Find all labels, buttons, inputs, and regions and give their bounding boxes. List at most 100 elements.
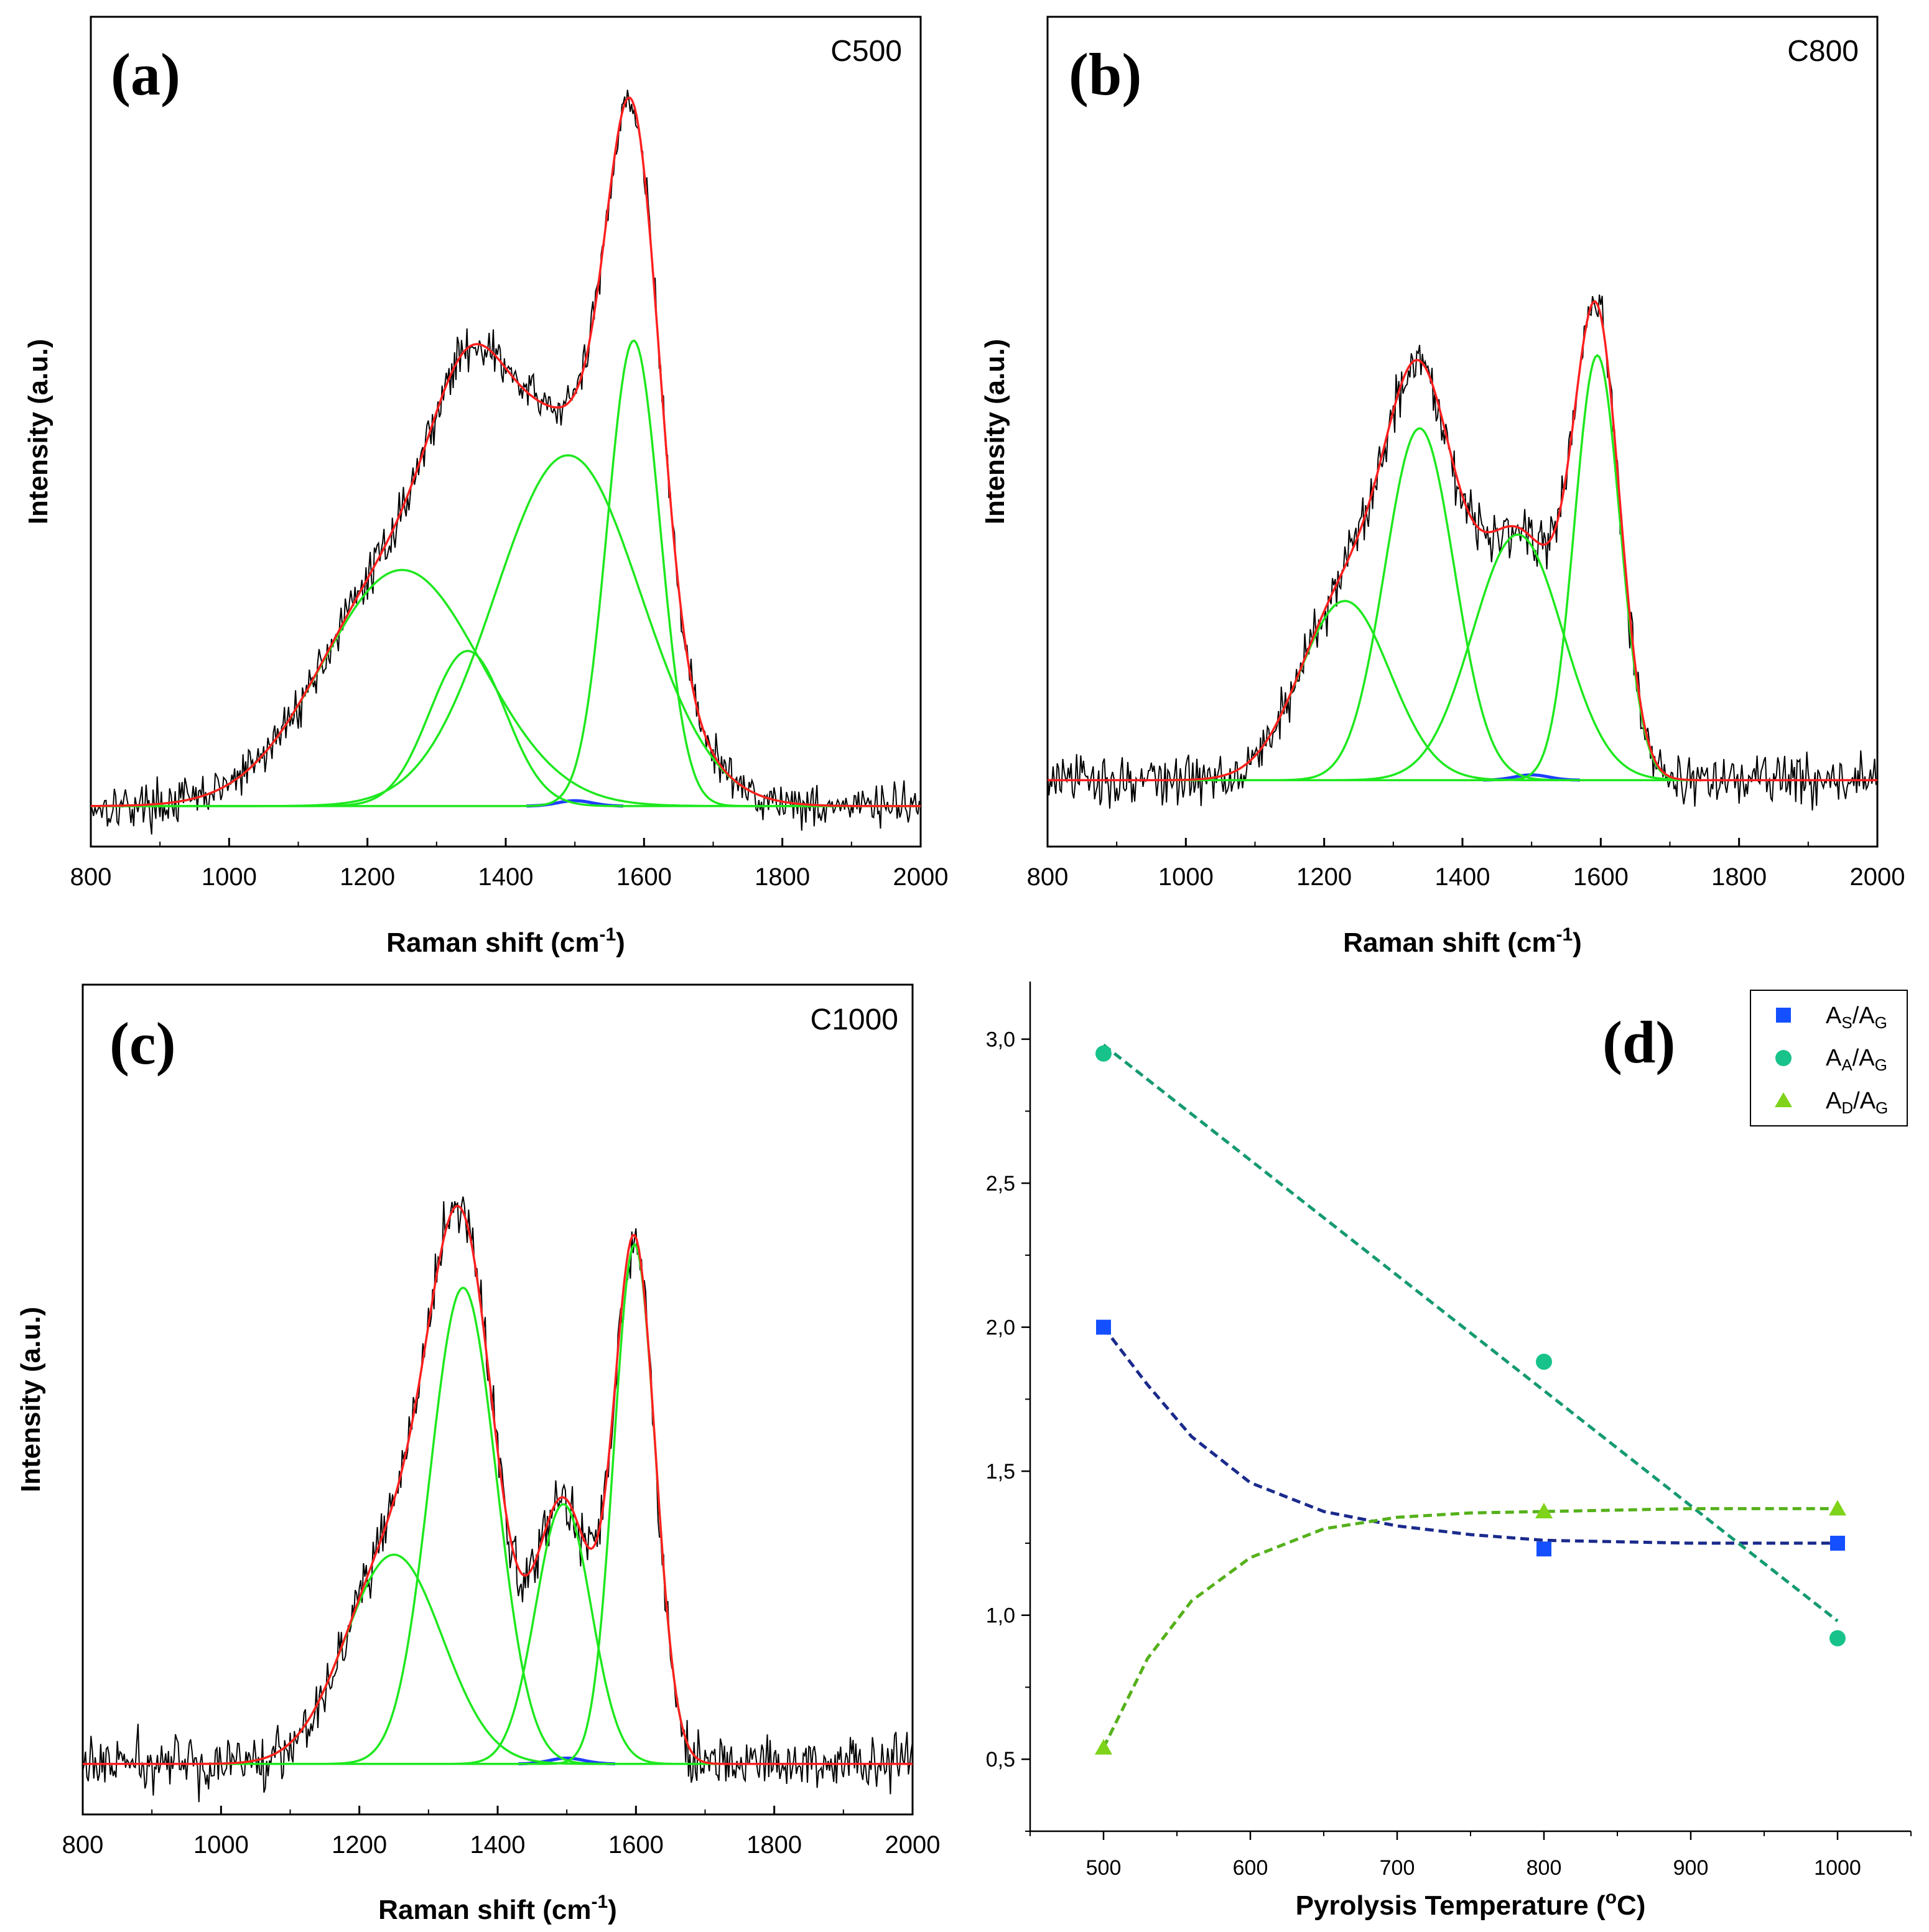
legend-text: A	[1826, 1045, 1842, 1071]
x-tick-label: 1000	[202, 863, 257, 891]
y-tick-label: 2,0	[986, 1316, 1015, 1340]
legend-label-ad-ag: AD/AG	[1826, 1088, 1888, 1117]
y-tick-label: 1,0	[986, 1604, 1015, 1628]
x-axis-title-end: )	[608, 1895, 617, 1925]
x-axis-title-main: Raman shift (cm	[378, 1895, 591, 1925]
raman-panel-a: 800 1000 1200 1400 1600 1800 2000 (a) C500 Ram…	[23, 16, 949, 958]
legend-text: /A	[1852, 1003, 1876, 1029]
x-tick-label: 1400	[1435, 863, 1490, 891]
x-tick-label: 1600	[1573, 863, 1629, 891]
legend-label-aa-ag: AA/AG	[1826, 1045, 1887, 1074]
sample-label: C1000	[811, 1003, 898, 1036]
x-tick-label: 800	[62, 1831, 104, 1859]
x-axis-title-sup: -1	[1556, 924, 1573, 945]
x-tick-label: 800	[1527, 1856, 1562, 1880]
x-axis-title-sup: -1	[591, 1892, 608, 1912]
x-tick-label: 500	[1086, 1856, 1122, 1880]
fit-component-3	[91, 454, 921, 807]
legend-marker-square	[1776, 1008, 1791, 1023]
legend-marker-circle	[1775, 1050, 1792, 1066]
legend-sub: G	[1876, 1098, 1888, 1117]
raman-panel-c: 800 1000 1200 1400 1600 1800 2000 (c) C1000 Ra…	[16, 983, 941, 1925]
panel-letter: (c)	[109, 1010, 176, 1077]
x-tick-label: 2000	[1850, 863, 1905, 891]
cumulative-fit	[1048, 300, 1877, 782]
legend-label-as-ag: AS/AG	[1826, 1003, 1887, 1032]
legend-sub: D	[1841, 1098, 1853, 1117]
point-circle	[1095, 1045, 1112, 1062]
point-triangle	[1095, 1739, 1112, 1755]
fit-component-4	[83, 1242, 913, 1765]
cumulative-fit	[83, 1204, 913, 1765]
x-tick-label: 1800	[755, 863, 810, 891]
trend-lines	[1102, 1043, 1839, 1749]
fit-component-1	[91, 569, 921, 807]
fit-component-3	[1048, 533, 1877, 782]
y-axis-title: Intensity (a.u.)	[23, 339, 53, 524]
x-tick-label: 1000	[1814, 1856, 1861, 1880]
y-tick-label: 2,5	[986, 1172, 1015, 1196]
spectrum-curves	[90, 90, 921, 835]
x-tick-label: 1000	[1158, 863, 1214, 891]
plot-frame	[1046, 16, 1879, 848]
sample-label: C500	[830, 35, 902, 68]
y-tick-label: 3,0	[986, 1028, 1015, 1052]
x-axis-ticks: 800 1000 1200 1400 1600 1800 2000	[1027, 838, 1905, 891]
legend-sub: G	[1875, 1013, 1887, 1032]
fit-component-2	[83, 1286, 913, 1765]
x-tick-label: 2000	[885, 1831, 941, 1859]
fit-component-3	[83, 1503, 913, 1765]
y-tick-label: 1,5	[986, 1460, 1015, 1484]
y-tick-label: 0,5	[986, 1748, 1015, 1772]
x-tick-label: 900	[1673, 1856, 1709, 1880]
trend-circle	[1102, 1043, 1839, 1622]
spectrum-curves	[1047, 294, 1878, 810]
legend-sub: A	[1841, 1056, 1852, 1074]
legend-sub: G	[1875, 1056, 1887, 1074]
panel-letter: (d)	[1602, 1009, 1675, 1075]
spectrum-curves	[82, 1196, 913, 1803]
trend-square	[1102, 1326, 1838, 1545]
point-circle	[1829, 1630, 1846, 1646]
x-axis-title-sup: -1	[599, 924, 616, 945]
legend-marker-triangle	[1775, 1092, 1792, 1107]
x-tick-label: 1600	[616, 863, 672, 891]
point-triangle	[1535, 1503, 1553, 1519]
x-tick-label: 800	[1027, 863, 1069, 891]
plot-frame	[81, 983, 914, 1816]
raman-panel-b: 800 1000 1200 1400 1600 1800 2000 (b) C800 Ram…	[980, 16, 1905, 958]
point-square	[1536, 1541, 1551, 1557]
y-axis-ticks: 0,5 1,0 1,5 2,0 2,5 3,0	[986, 1028, 1030, 1832]
cumulative-fit	[91, 96, 921, 807]
x-axis-title-end: )	[616, 927, 625, 958]
sample-label: C800	[1787, 35, 1859, 68]
legend-text: /A	[1853, 1088, 1876, 1114]
x-tick-label: 1000	[193, 1831, 249, 1859]
data-points	[1095, 1045, 1846, 1755]
x-axis-title-end: )	[1573, 927, 1582, 958]
point-square	[1096, 1319, 1111, 1335]
fit-component-4	[91, 339, 921, 807]
x-tick-label: 1400	[478, 863, 534, 891]
x-tick-label: 1200	[1296, 863, 1352, 891]
x-tick-label: 600	[1233, 1856, 1268, 1880]
x-axis-title: Raman shift (cm-1)	[386, 924, 625, 958]
x-axis-title-end: C)	[1617, 1890, 1645, 1921]
x-axis-title-main: Pyrolysis Temperature (	[1296, 1890, 1606, 1921]
legend-text: A	[1826, 1088, 1842, 1114]
x-tick-label: 1600	[608, 1831, 664, 1859]
x-tick-label: 1800	[746, 1831, 802, 1859]
legend: AS/AG AA/AG AD/AG	[1750, 990, 1908, 1126]
panel-letter: (b)	[1069, 41, 1141, 108]
x-axis-title-main: Raman shift (cm	[386, 927, 599, 958]
x-axis-ticks: 500 600 700 800 900 1000	[1030, 1831, 1912, 1880]
x-tick-label: 700	[1380, 1856, 1415, 1880]
fit-component-2	[1048, 427, 1877, 782]
x-axis-title: Raman shift (cm-1)	[378, 1892, 617, 1925]
x-tick-label: 2000	[893, 863, 949, 891]
experimental-spectrum	[82, 1196, 913, 1803]
point-triangle	[1829, 1500, 1846, 1516]
fit-component-4	[1048, 354, 1877, 782]
x-axis-ticks: 800 1000 1200 1400 1600 1800 2000	[62, 1806, 941, 1859]
